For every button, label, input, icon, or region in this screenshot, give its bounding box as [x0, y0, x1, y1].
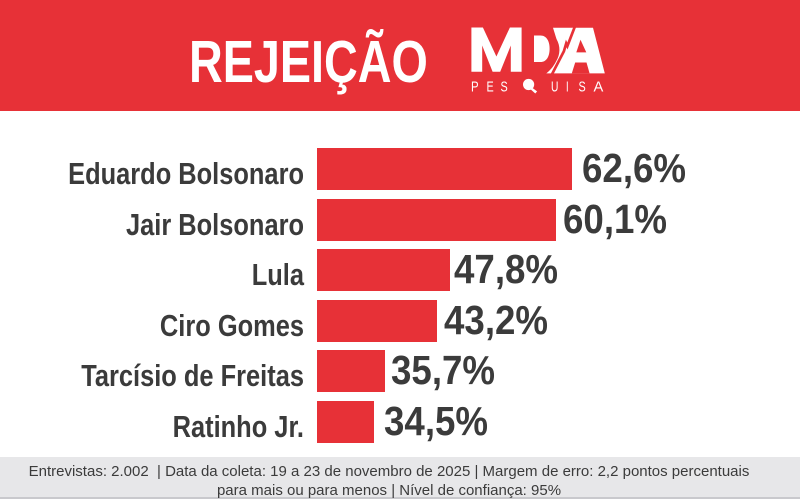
svg-text:E: E	[487, 79, 494, 96]
svg-text:S: S	[579, 79, 586, 96]
svg-text:S: S	[501, 79, 508, 96]
svg-text:P: P	[471, 79, 479, 96]
svg-text:I: I	[566, 79, 569, 96]
svg-text:U: U	[551, 79, 558, 96]
svg-text:A: A	[594, 79, 605, 96]
